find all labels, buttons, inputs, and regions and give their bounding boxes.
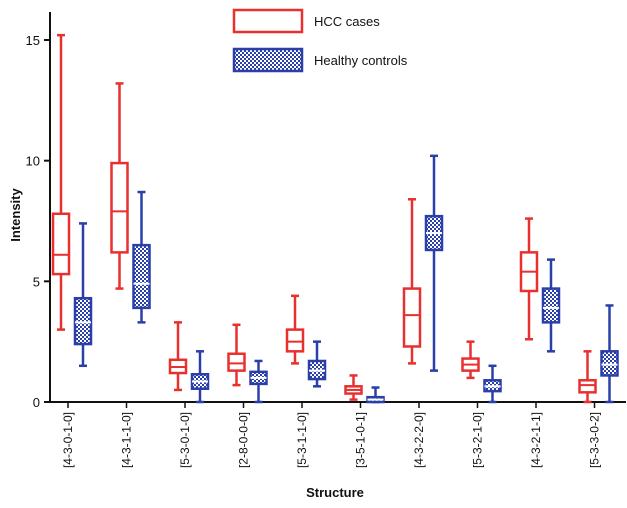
x-category-label: [4-3-2-1-1] bbox=[529, 412, 543, 468]
box-iqr bbox=[227, 352, 246, 372]
box-iqr bbox=[600, 350, 619, 377]
legend: HCC cases Healthy controls bbox=[232, 8, 408, 73]
x-category-label: [4-3-2-2-0] bbox=[412, 412, 426, 468]
legend-swatch-hcc-cases bbox=[232, 8, 304, 34]
x-category-label: [5-3-3-0-2] bbox=[588, 412, 602, 468]
box-1-0 bbox=[73, 222, 93, 368]
box-1-7 bbox=[483, 364, 502, 404]
x-category-label: [2-8-0-0-0] bbox=[237, 412, 251, 468]
box-0-2 bbox=[168, 321, 188, 392]
box-0-1 bbox=[110, 82, 129, 290]
box-iqr bbox=[132, 243, 151, 310]
y-axis-title: Intensity bbox=[8, 188, 23, 242]
box-0-9 bbox=[578, 350, 597, 404]
x-axis-ticks: [4-3-0-1-0] [4-3-1-1-0] [5-3-0-1-0] [2-8-0-… bbox=[61, 402, 602, 468]
box-iqr bbox=[578, 379, 597, 394]
y-tick-label: 0 bbox=[33, 395, 40, 410]
box-0-0 bbox=[51, 33, 71, 331]
legend-label-healthy-controls: Healthy controls bbox=[314, 53, 408, 68]
x-category-label: [3-5-1-0-1] bbox=[354, 412, 368, 468]
x-axis-title: Structure bbox=[306, 485, 364, 500]
x-category-label: [5-3-1-1-0] bbox=[295, 412, 309, 468]
x-category-label: [5-3-2-1-0] bbox=[471, 412, 485, 468]
box-iqr bbox=[110, 161, 129, 254]
x-category-label: [4-3-0-1-0] bbox=[61, 412, 75, 468]
y-tick-label: 15 bbox=[26, 33, 40, 48]
y-tick-label: 5 bbox=[33, 274, 40, 289]
series-1 bbox=[73, 154, 619, 404]
box-1-3 bbox=[249, 359, 268, 404]
x-category-label: [5-3-0-1-0] bbox=[178, 412, 192, 468]
box-1-6 bbox=[424, 154, 444, 372]
box-1-8 bbox=[541, 258, 561, 353]
box-0-6 bbox=[402, 198, 422, 365]
x-category-label: [4-3-1-1-0] bbox=[120, 412, 134, 468]
box-iqr bbox=[541, 287, 561, 324]
series-0 bbox=[51, 33, 597, 404]
box-0-5 bbox=[344, 374, 363, 401]
box-iqr bbox=[51, 212, 71, 276]
y-tick-label: 10 bbox=[26, 154, 40, 169]
box-0-8 bbox=[519, 217, 539, 341]
box-1-4 bbox=[307, 340, 327, 388]
box-iqr bbox=[73, 296, 93, 346]
box-iqr bbox=[402, 287, 422, 348]
box-0-7 bbox=[461, 340, 480, 380]
box-1-9 bbox=[600, 304, 619, 404]
legend-swatch-healthy-controls bbox=[232, 47, 304, 73]
legend-label-hcc-cases: HCC cases bbox=[314, 14, 380, 29]
y-axis-ticks: 0 5 10 15 bbox=[26, 33, 50, 410]
box-iqr bbox=[285, 328, 305, 353]
box-0-4 bbox=[285, 294, 305, 365]
box-1-5 bbox=[366, 386, 385, 404]
box-1-1 bbox=[132, 190, 151, 324]
box-0-3 bbox=[227, 323, 246, 387]
box-1-2 bbox=[190, 350, 210, 404]
boxplot-series bbox=[51, 33, 619, 404]
